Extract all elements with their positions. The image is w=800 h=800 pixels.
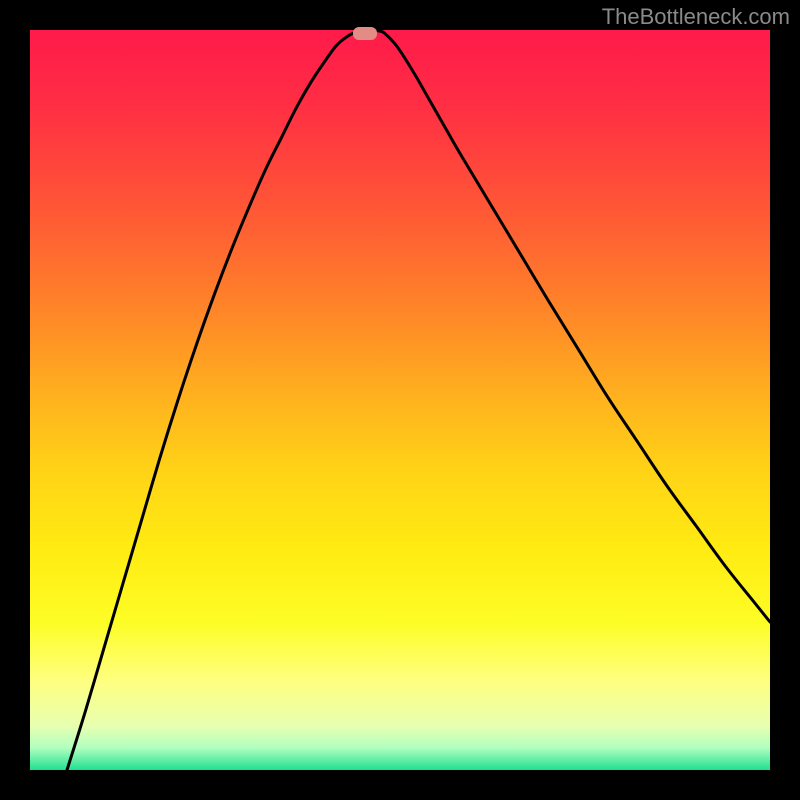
- curve-left-branch: [67, 31, 359, 770]
- plot-area: [30, 30, 770, 770]
- minimum-marker: [353, 27, 377, 40]
- watermark-text: TheBottleneck.com: [602, 4, 790, 30]
- bottleneck-curve: [30, 30, 770, 770]
- curve-right-branch: [378, 31, 770, 622]
- chart-container: TheBottleneck.com: [0, 0, 800, 800]
